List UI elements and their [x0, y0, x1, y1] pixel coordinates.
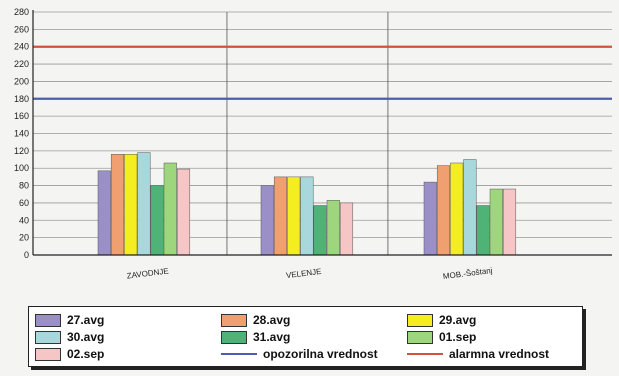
category-label-2: MOB.-Šoštanj: [442, 266, 493, 281]
legend-item-30-avg: 30.avg: [35, 329, 104, 345]
bar-29-avg-0: [124, 154, 138, 256]
y-tick-label-0: 0: [24, 250, 29, 260]
legend-line-alarmna: [407, 353, 443, 355]
legend-label-30-avg: 30.avg: [67, 330, 105, 344]
bar-02-sep-0: [176, 168, 191, 256]
y-tick-label-40: 40: [19, 215, 29, 225]
legend-label-01-sep: 01.sep: [439, 330, 477, 344]
y-axis-tick-labels: 0 20 40 60 80 100 120 140 160 180 200 220 240 260 280: [14, 7, 29, 260]
category-label-0: ZAVODNJE: [126, 266, 169, 280]
y-tick-label-180: 180: [14, 94, 29, 104]
bar-28-avg-2: [436, 165, 451, 256]
legend-label-29-avg: 29.avg: [439, 313, 477, 327]
bar-29-avg-1: [287, 176, 301, 256]
y-tick-label-140: 140: [14, 129, 29, 139]
x-axis-category-labels: ZAVODNJE VELENJE MOB.-Šoštanj: [126, 266, 493, 281]
bar-27-avg-2: [423, 181, 437, 256]
legend-item-alarmna: alarmna vrednost: [407, 346, 549, 362]
axes: [32, 10, 612, 256]
bar-31-avg-2: [476, 205, 490, 256]
legend-label-27-avg: 27.avg: [67, 313, 105, 327]
bar-30-avg-1: [300, 176, 314, 256]
legend-swatch-28-avg: [221, 313, 247, 327]
y-tick-label-160: 160: [14, 111, 29, 121]
bar-01-sep-2: [489, 188, 503, 256]
legend-item-31-avg: 31.avg: [221, 329, 290, 345]
chart-legend: 27.avg 28.avg 29.avg 30.avg 31.avg 01.se…: [28, 306, 583, 367]
legend-item-02-sep: 02.sep: [35, 346, 104, 362]
bar-30-avg-2: [463, 159, 477, 256]
y-tick-label-100: 100: [14, 163, 29, 173]
y-tick-label-60: 60: [19, 198, 29, 208]
legend-item-29-avg: 29.avg: [407, 312, 476, 328]
bar-31-avg-1: [313, 205, 327, 256]
bar-29-avg-2: [450, 162, 464, 256]
legend-item-28-avg: 28.avg: [221, 312, 290, 328]
legend-item-27-avg: 27.avg: [35, 312, 104, 328]
legend-label-31-avg: 31.avg: [253, 330, 291, 344]
bar-30-avg-0: [137, 152, 151, 256]
bar-27-avg-0: [97, 170, 111, 256]
legend-line-opozorilna: [221, 353, 257, 355]
category-label-1: VELENJE: [285, 267, 321, 280]
y-tick-label-120: 120: [14, 146, 29, 156]
legend-label-alarmna: alarmna vrednost: [449, 347, 550, 361]
legend-swatch-27-avg: [35, 313, 61, 327]
bar-chart: 020406080100120140160180200220240260280 …: [14, 7, 612, 281]
legend-label-opozorilna: opozorilna vrednost: [263, 347, 378, 361]
y-tick-label-260: 260: [14, 24, 29, 34]
legend-swatch-29-avg: [407, 313, 433, 327]
legend-swatch-31-avg: [221, 330, 247, 344]
bar-31-avg-0: [150, 185, 164, 256]
legend-swatch-30-avg: [35, 330, 61, 344]
y-tick-label-80: 80: [19, 181, 29, 191]
legend-item-opozorilna: opozorilna vrednost: [221, 346, 378, 362]
legend-swatch-01-sep: [407, 330, 433, 344]
reference-lines: [33, 45, 612, 100]
bar-02-sep-2: [502, 188, 517, 256]
bar-28-avg-1: [273, 176, 288, 256]
bar-01-sep-0: [163, 162, 177, 256]
legend-label-28-avg: 28.avg: [253, 313, 291, 327]
y-tick-label-20: 20: [19, 233, 29, 243]
y-tick-label-220: 220: [14, 59, 29, 69]
bar-02-sep-1: [339, 202, 354, 256]
bar-28-avg-0: [110, 154, 125, 256]
legend-label-02-sep: 02.sep: [67, 347, 105, 361]
bar-27-avg-1: [260, 185, 274, 256]
y-tick-label-280: 280: [14, 7, 29, 17]
bar-01-sep-1: [326, 200, 340, 256]
legend-item-01-sep: 01.sep: [407, 329, 476, 345]
legend-swatch-02-sep: [35, 347, 61, 361]
y-tick-label-200: 200: [14, 76, 29, 86]
y-tick-label-240: 240: [14, 42, 29, 52]
